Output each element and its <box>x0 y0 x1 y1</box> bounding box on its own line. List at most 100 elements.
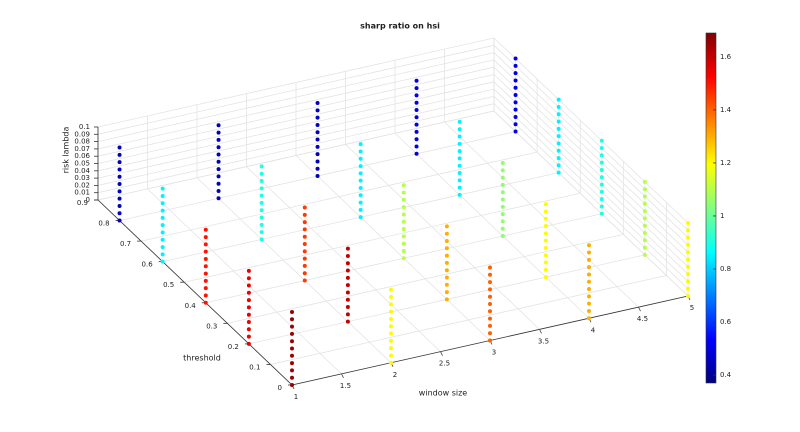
colorbar-tick-label: 0.6 <box>720 318 732 326</box>
point <box>302 242 307 247</box>
point <box>488 331 492 336</box>
point <box>414 108 419 113</box>
z-tick-label: 0.03 <box>74 174 90 182</box>
point <box>587 257 591 262</box>
y-tick-label: 0.9 <box>77 199 88 207</box>
point <box>389 324 393 329</box>
point <box>556 126 561 131</box>
grid-line <box>394 132 590 319</box>
point <box>444 246 449 251</box>
grid-line <box>97 37 495 128</box>
y-axis-label: threshold <box>183 354 221 363</box>
point <box>302 263 307 268</box>
point <box>259 222 264 227</box>
y-tick-label: 0.2 <box>228 343 239 351</box>
point <box>686 242 690 247</box>
point <box>543 275 548 280</box>
point <box>457 192 462 197</box>
point <box>401 256 406 261</box>
point <box>587 316 591 321</box>
point <box>246 312 251 317</box>
point <box>315 174 320 179</box>
point <box>686 279 690 284</box>
point <box>389 353 393 358</box>
point <box>246 268 251 273</box>
grid-line <box>147 188 342 375</box>
point <box>203 271 208 276</box>
point <box>389 302 393 307</box>
point <box>686 272 690 277</box>
point <box>358 193 363 198</box>
point <box>117 174 122 179</box>
point <box>444 260 449 265</box>
point <box>246 341 251 346</box>
x-tick-label: 2.5 <box>439 360 450 368</box>
point <box>259 215 264 220</box>
point <box>488 287 492 292</box>
point <box>488 309 492 314</box>
grid-line <box>493 74 689 260</box>
point <box>259 193 264 198</box>
point <box>457 156 462 161</box>
point <box>315 159 320 164</box>
colorbar-tick-label: 1.2 <box>720 159 731 167</box>
point <box>513 85 518 90</box>
point <box>345 246 350 251</box>
grid-line <box>270 275 667 365</box>
y-tick-label: 0.7 <box>120 240 131 248</box>
point <box>642 245 647 250</box>
point <box>401 248 406 253</box>
point <box>457 185 462 190</box>
point <box>457 127 462 132</box>
point <box>389 287 393 292</box>
point <box>543 267 548 272</box>
point <box>358 200 363 205</box>
point <box>203 293 208 298</box>
point <box>302 271 307 276</box>
point <box>259 208 264 213</box>
z-tick-label: 0.02 <box>74 181 90 189</box>
point <box>203 242 208 247</box>
colorbar-tick-label: 1 <box>720 212 724 220</box>
point <box>259 237 264 242</box>
point <box>686 250 690 255</box>
point <box>686 257 690 262</box>
point <box>315 122 320 127</box>
point <box>543 202 548 207</box>
point <box>642 187 647 192</box>
point <box>160 201 165 206</box>
point <box>216 181 221 186</box>
point <box>389 331 393 336</box>
point <box>488 338 492 343</box>
point <box>444 253 449 258</box>
point <box>488 302 492 306</box>
point <box>246 298 251 303</box>
point <box>599 197 604 202</box>
point <box>216 130 221 135</box>
point <box>290 346 294 351</box>
point <box>556 119 561 124</box>
point <box>216 189 221 194</box>
point <box>556 163 561 168</box>
point <box>513 100 518 105</box>
point <box>259 164 264 169</box>
axis-line <box>97 199 293 386</box>
point <box>500 234 505 239</box>
grid-line <box>97 88 495 179</box>
point <box>414 78 419 83</box>
point <box>500 161 505 166</box>
point <box>246 334 251 339</box>
point <box>543 224 548 229</box>
grid-line <box>493 59 689 246</box>
z-tick-label: 0.01 <box>74 189 90 197</box>
point <box>686 286 690 291</box>
y-tick-label: 0.5 <box>163 281 174 289</box>
point <box>290 368 294 373</box>
colorbar-tick-label: 1.4 <box>720 106 732 114</box>
point <box>345 319 350 324</box>
grid-line <box>493 103 689 289</box>
point <box>599 211 604 216</box>
point <box>500 168 505 173</box>
point <box>599 138 604 143</box>
point <box>513 56 518 61</box>
